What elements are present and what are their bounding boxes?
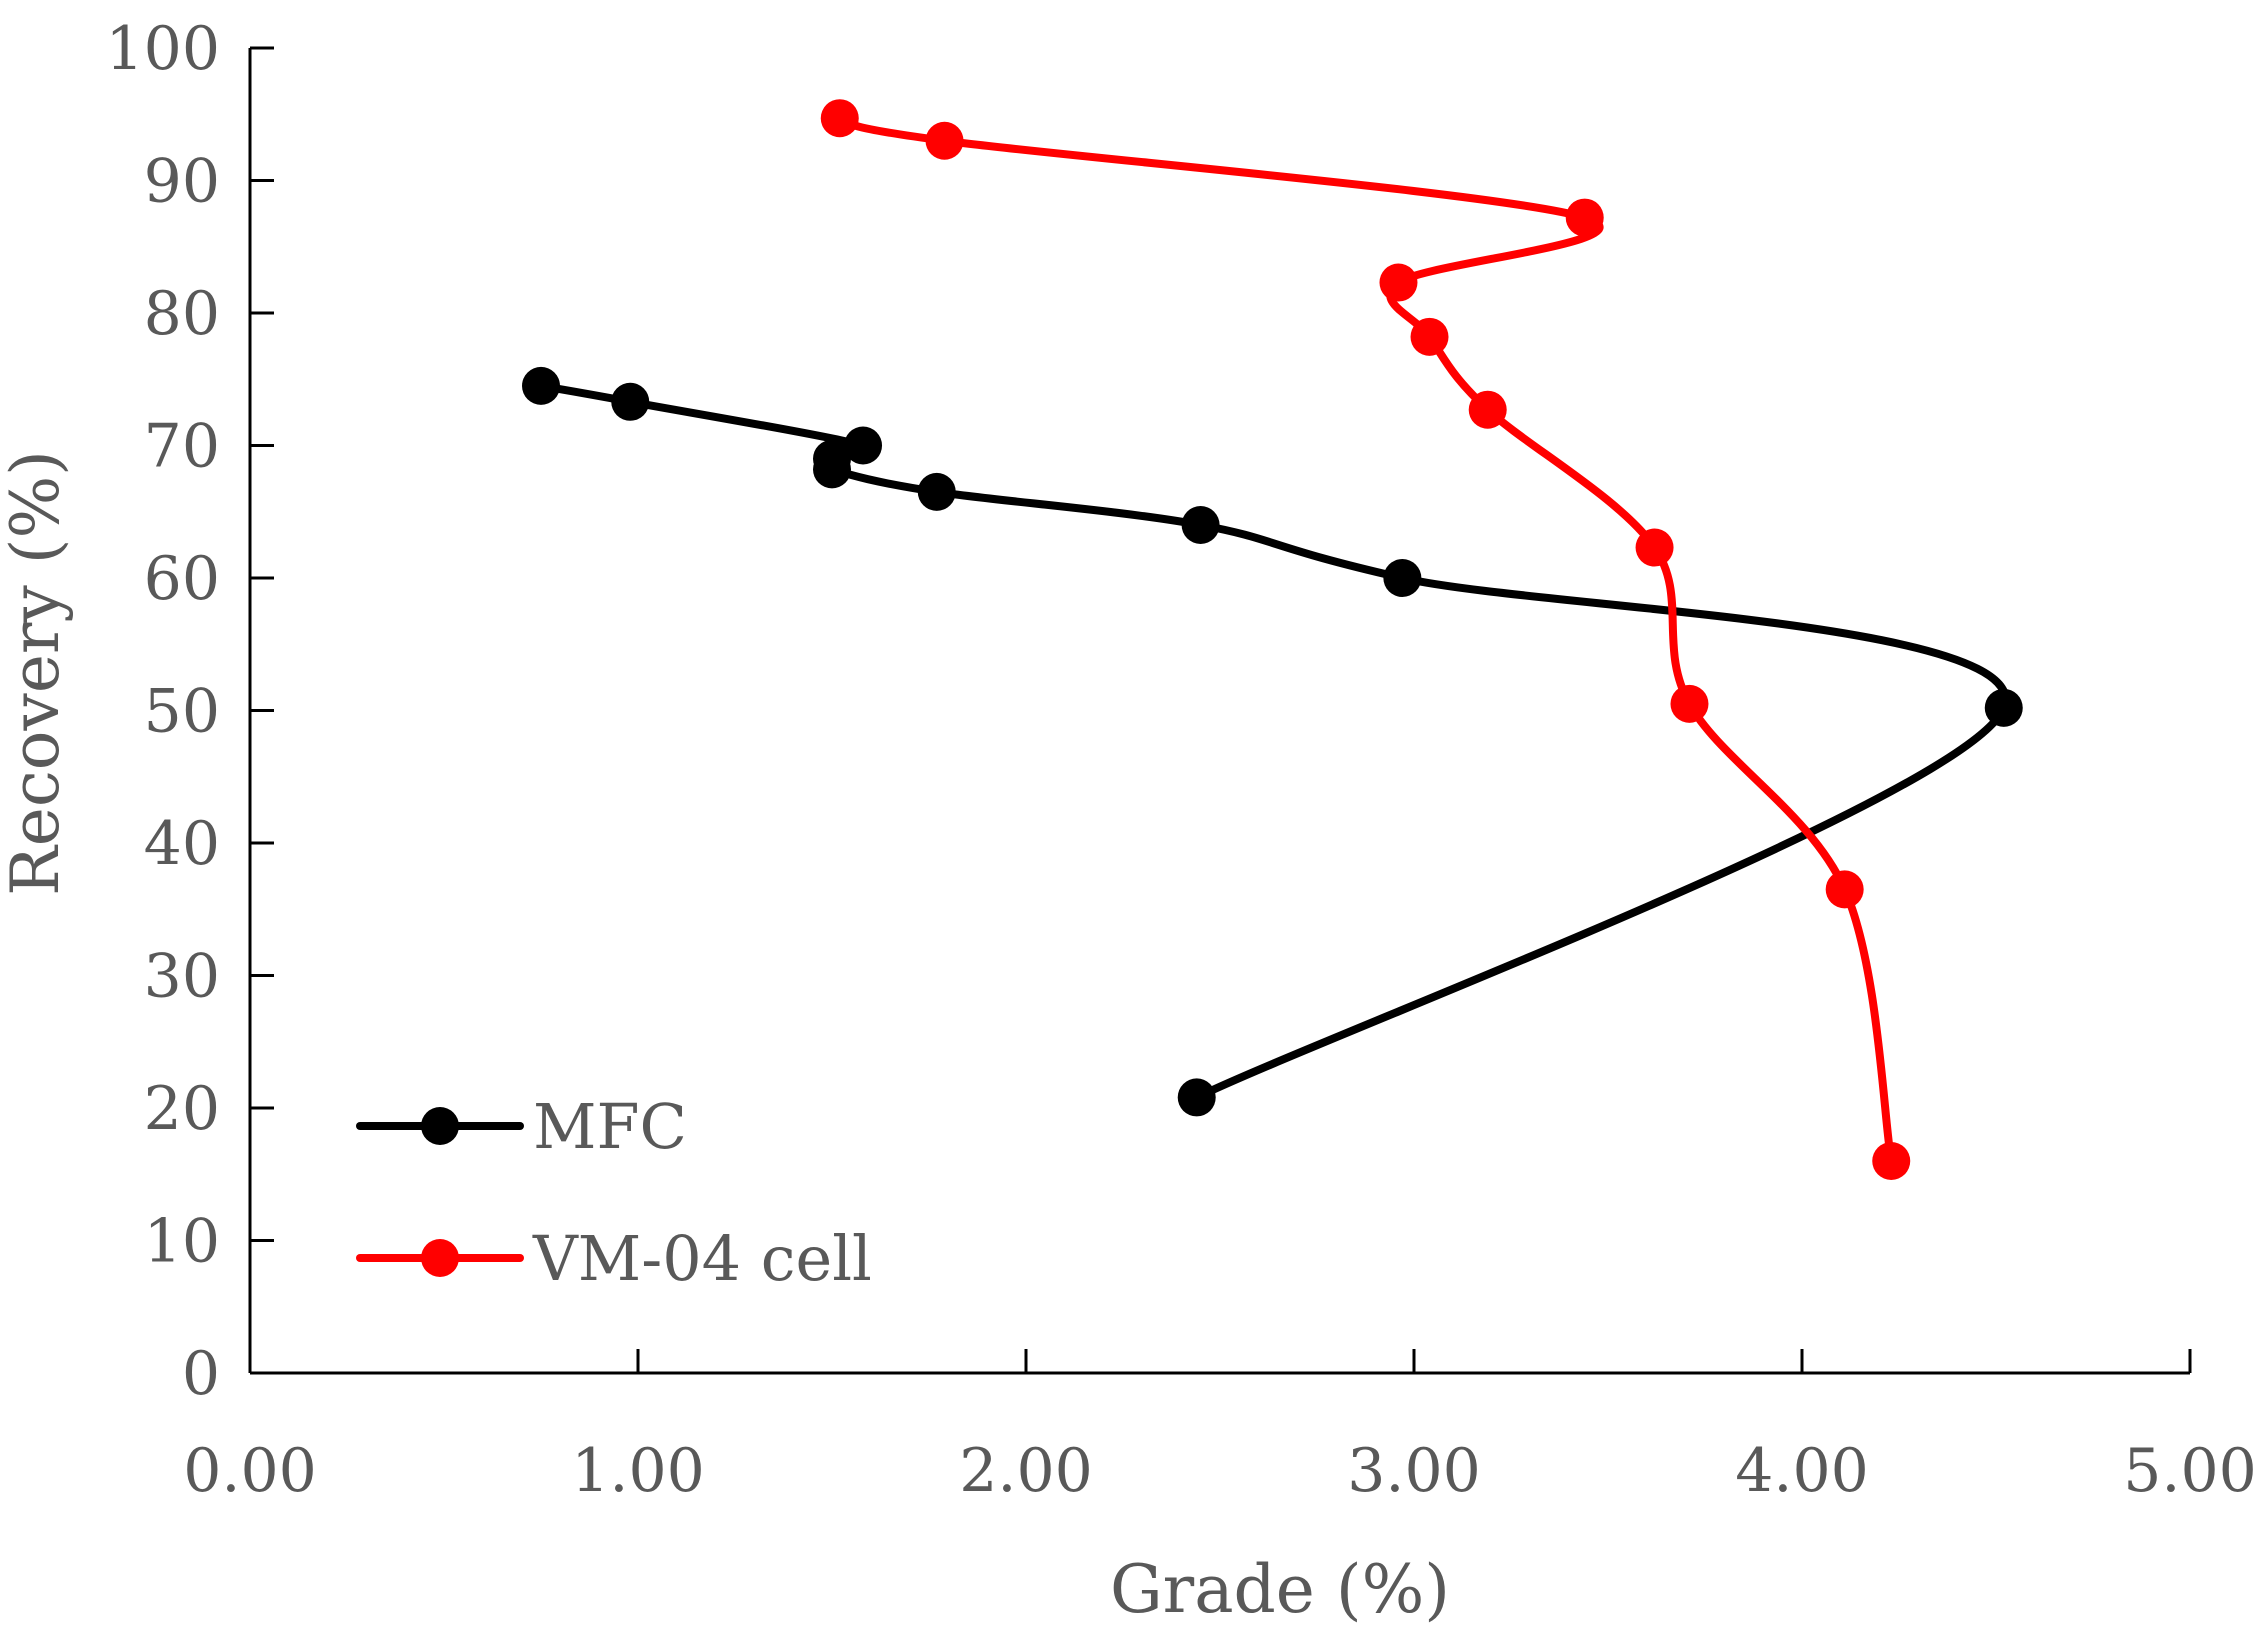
x-tick-label-2.00: 2.00: [959, 1436, 1093, 1506]
y-tick-label-10: 10: [144, 1207, 220, 1277]
y-tick-label-90: 90: [144, 147, 220, 217]
x-tick-label-4.00: 4.00: [1735, 1436, 1869, 1506]
y-tick-label-0: 0: [182, 1339, 220, 1409]
data-point-mfc-6: [1181, 506, 1220, 544]
series-vm-04-cell: [820, 99, 1911, 1180]
data-point-mfc-0: [522, 366, 560, 405]
y-tick-label-100: 100: [105, 14, 220, 84]
data-point-mfc-8: [1984, 688, 2023, 727]
x-tick-label-0.00: 0.00: [183, 1436, 317, 1506]
series-mfc: [522, 366, 2023, 1117]
series-line-vm-04-cell: [835, 114, 1896, 1165]
data-point-vm-04-cell-0: [820, 99, 859, 138]
data-point-vm-04-cell-8: [1825, 870, 1864, 909]
legend-label-mfc: MFC: [533, 1090, 687, 1163]
y-axis-title: Recovery (%): [0, 450, 74, 896]
y-tick-label-70: 70: [144, 412, 220, 482]
legend-marker-mfc: [421, 1107, 459, 1145]
legend-item-mfc: MFC: [356, 1090, 687, 1163]
series-layer: [522, 99, 2023, 1180]
data-point-vm-04-cell-1: [925, 121, 964, 160]
legend-marker-vm-04-cell: [421, 1239, 459, 1277]
data-point-vm-04-cell-7: [1670, 684, 1709, 723]
data-point-mfc-7: [1383, 559, 1422, 597]
data-point-mfc-1: [611, 382, 650, 421]
y-tick-label-60: 60: [144, 544, 220, 614]
x-axis-title: Grade (%): [1110, 1551, 1450, 1628]
data-point-mfc-5: [917, 472, 956, 511]
legend-label-vm-04-cell: VM-04 cell: [532, 1222, 872, 1295]
x-tick-label-3.00: 3.00: [1347, 1436, 1481, 1506]
y-tick-label-30: 30: [144, 942, 220, 1012]
ticks: 0 10 20 30 40 50 60 70 80 90 100 0.00 1.00 2.00 3.00 4.…: [105, 14, 2253, 1506]
data-point-mfc-2: [844, 426, 883, 465]
y-tick-label-80: 80: [144, 279, 220, 349]
data-point-vm-04-cell-5: [1468, 390, 1507, 429]
series-line-mfc: [537, 381, 2010, 1102]
data-point-vm-04-cell-3: [1379, 263, 1418, 302]
data-point-vm-04-cell-9: [1872, 1142, 1911, 1180]
data-point-vm-04-cell-2: [1565, 198, 1604, 237]
y-tick-label-50: 50: [144, 677, 220, 747]
legend: MFC VM-04 cell: [356, 1090, 872, 1295]
data-point-vm-04-cell-6: [1635, 528, 1674, 567]
legend-item-vm-04-cell: VM-04 cell: [356, 1222, 872, 1295]
y-tick-label-20: 20: [144, 1074, 220, 1144]
data-point-mfc-9: [1177, 1078, 1216, 1117]
x-tick-label-1.00: 1.00: [571, 1436, 705, 1506]
data-point-mfc-4: [813, 450, 851, 489]
data-point-vm-04-cell-4: [1410, 317, 1449, 356]
y-tick-label-40: 40: [144, 809, 220, 879]
x-tick-label-5.00: 5.00: [2123, 1436, 2253, 1506]
